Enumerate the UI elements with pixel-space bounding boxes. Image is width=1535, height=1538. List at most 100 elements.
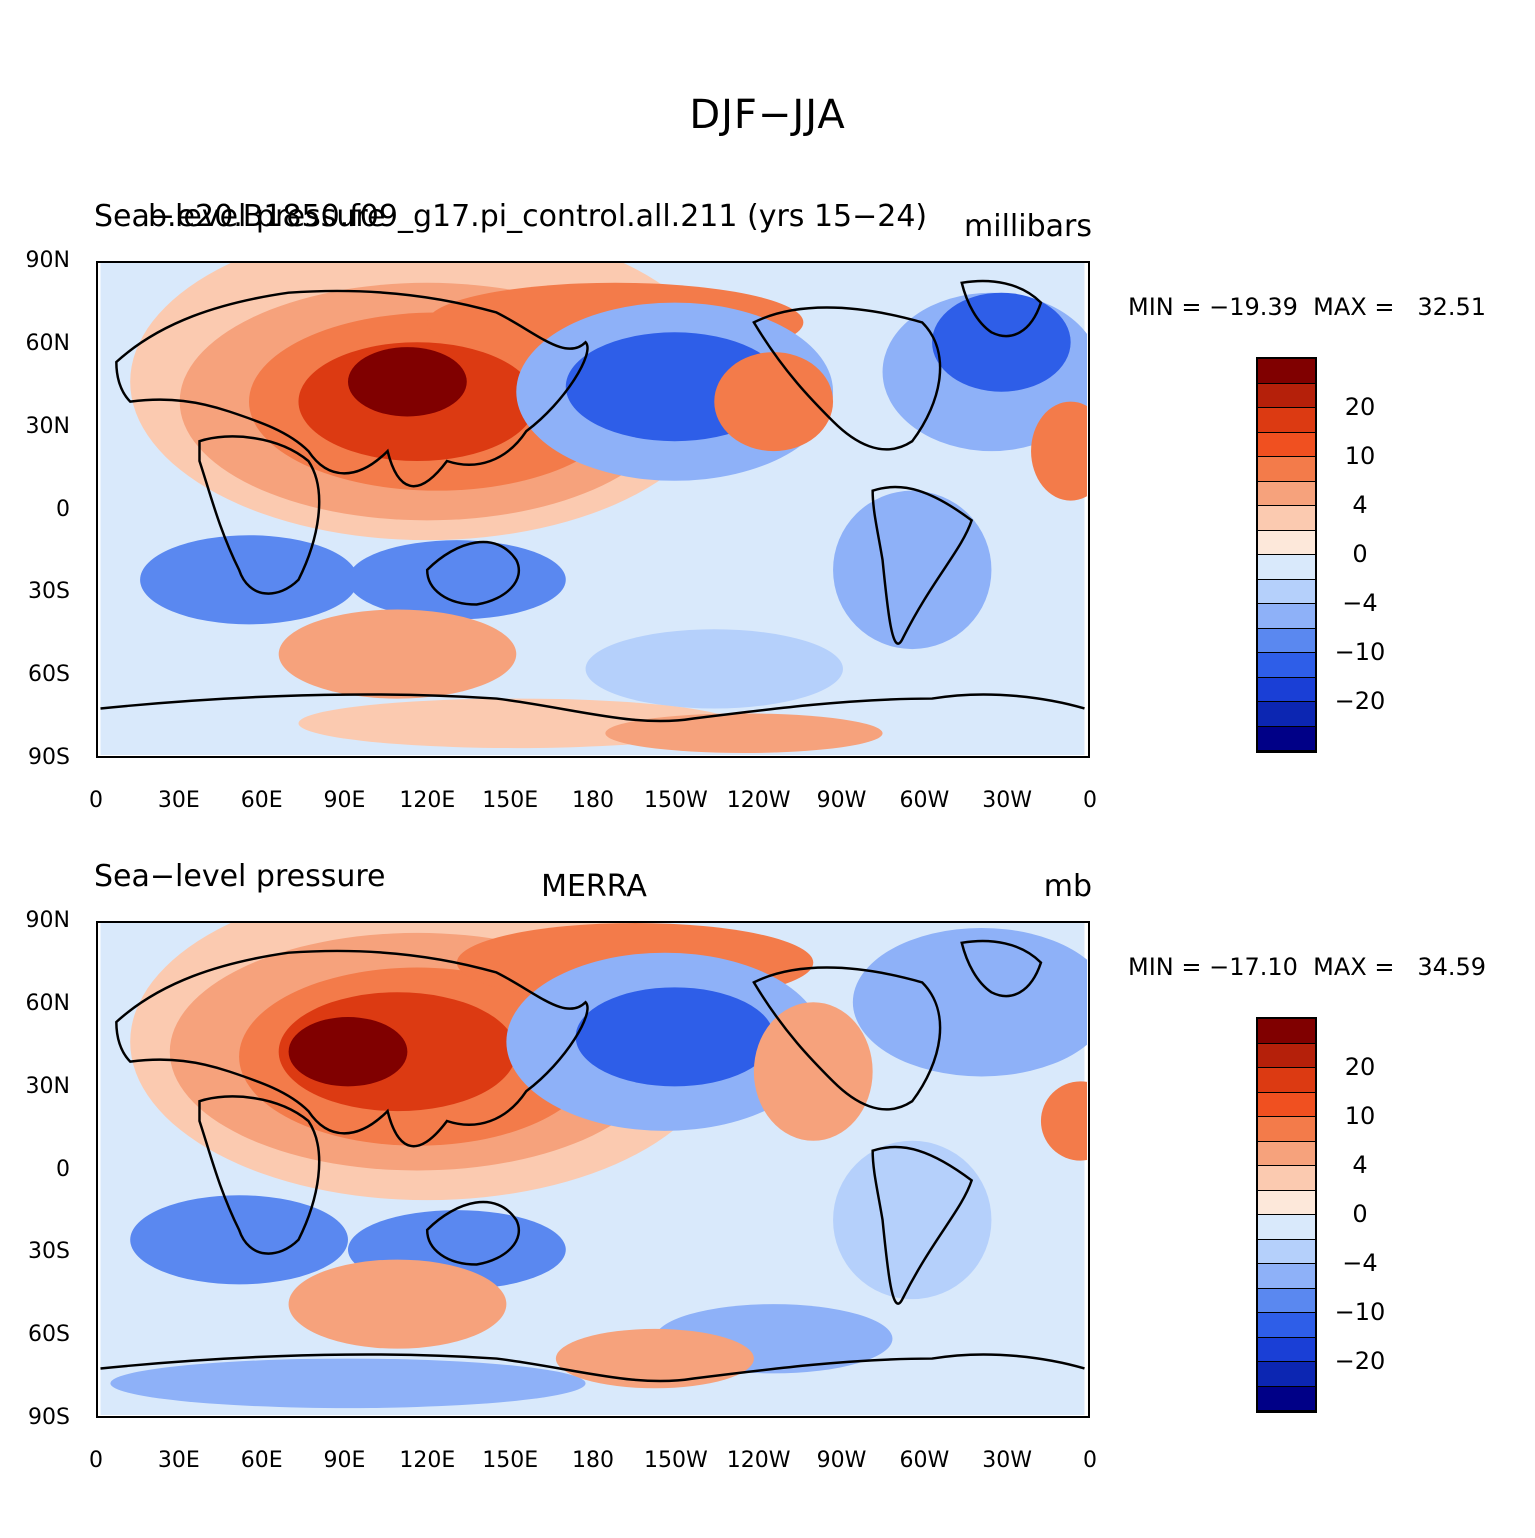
colorbar-label: 10 bbox=[1344, 1102, 1376, 1130]
colorbar-swatch bbox=[1258, 555, 1315, 580]
coastline bbox=[115, 289, 589, 488]
coastline bbox=[425, 1200, 520, 1266]
lat-tick-label: 90N bbox=[25, 908, 70, 933]
colorbar-swatch bbox=[1258, 1264, 1315, 1289]
contour-region bbox=[833, 1140, 992, 1300]
colorbar-swatch bbox=[1258, 1117, 1315, 1142]
colorbar-swatch bbox=[1258, 1337, 1315, 1362]
contour-region bbox=[555, 1328, 754, 1389]
lon-tick-label: 30W bbox=[982, 1448, 1033, 1473]
colorbar-swatch bbox=[1258, 359, 1315, 384]
lon-tick-label: 120W bbox=[726, 788, 791, 813]
panel-case-string: b.e20.B1850.f09_g17.pi_control.all.211 (… bbox=[148, 199, 928, 234]
lon-tick-label: 30W bbox=[982, 788, 1033, 813]
anomaly-field bbox=[100, 923, 1087, 1415]
colorbar-label: −10 bbox=[1334, 638, 1386, 666]
colorbar-swatch bbox=[1258, 677, 1315, 702]
lon-tick-label: 90W bbox=[816, 1448, 867, 1473]
colorbar-swatch bbox=[1258, 1362, 1315, 1387]
contour-region bbox=[753, 1002, 873, 1141]
lon-tick-label: 90W bbox=[816, 788, 867, 813]
colorbar-swatch bbox=[1258, 1215, 1315, 1240]
coastline bbox=[752, 966, 942, 1111]
lon-tick-label: 60W bbox=[899, 1448, 950, 1473]
coastline bbox=[198, 435, 321, 595]
lat-tick-label: 90N bbox=[25, 248, 70, 273]
lon-tick-label: 30E bbox=[157, 788, 200, 813]
colorbar-swatch bbox=[1258, 1141, 1315, 1166]
colorbar-swatch bbox=[1258, 628, 1315, 653]
colorbar-label: −4 bbox=[1342, 1249, 1378, 1277]
lon-tick-label: 180 bbox=[572, 1448, 614, 1473]
contour-region bbox=[288, 1017, 408, 1087]
panel-left-string: Sea−level pressure bbox=[94, 199, 386, 234]
contour-region bbox=[130, 1195, 348, 1285]
contour-region bbox=[932, 292, 1071, 392]
colorbar-label: 0 bbox=[1352, 540, 1368, 568]
lat-tick-label: 0 bbox=[56, 1156, 70, 1182]
coastline bbox=[871, 1145, 974, 1305]
colorbar-label: 4 bbox=[1352, 491, 1368, 519]
coastline bbox=[100, 693, 1085, 723]
colorbar-swatch bbox=[1258, 1386, 1315, 1411]
lon-tick-label: 60W bbox=[899, 788, 950, 813]
coastline bbox=[752, 306, 942, 451]
colorbar-swatch bbox=[1258, 408, 1315, 433]
colorbar-label: −20 bbox=[1334, 1347, 1386, 1375]
colorbar-swatch bbox=[1258, 579, 1315, 604]
lat-tick-label: 60N bbox=[25, 990, 70, 1016]
lon-tick-label: 0 bbox=[89, 1448, 103, 1473]
contour-region bbox=[1031, 401, 1087, 501]
anomaly-field bbox=[100, 263, 1087, 755]
colorbar-label: 10 bbox=[1344, 442, 1376, 470]
lon-tick-label: 60E bbox=[240, 788, 283, 813]
colorbar-swatch bbox=[1258, 1190, 1315, 1215]
colorbar-swatch bbox=[1258, 1092, 1315, 1117]
lon-tick-label: 150W bbox=[643, 1448, 708, 1473]
lon-tick-label: 150E bbox=[482, 788, 539, 813]
colorbar bbox=[1256, 357, 1317, 753]
figure-title: DJF−JJA bbox=[689, 92, 846, 138]
colorbar-swatch bbox=[1258, 1043, 1315, 1068]
coastline bbox=[100, 1353, 1085, 1383]
colorbar-label: 20 bbox=[1344, 393, 1376, 421]
lat-tick-label: 90S bbox=[28, 1405, 70, 1430]
contour-region bbox=[575, 987, 774, 1087]
contour-region bbox=[110, 1358, 586, 1409]
coastline bbox=[115, 949, 589, 1148]
colorbar-label: 0 bbox=[1352, 1200, 1368, 1228]
lat-tick-label: 90S bbox=[28, 745, 70, 770]
colorbar-swatch bbox=[1258, 1313, 1315, 1338]
lon-tick-label: 90E bbox=[323, 788, 366, 813]
min-max-readout: MIN = −19.39 MAX = 32.51 bbox=[1128, 293, 1487, 321]
colorbar-label: −4 bbox=[1342, 589, 1378, 617]
lon-tick-label: 0 bbox=[1083, 1448, 1097, 1473]
colorbar-label: −20 bbox=[1334, 687, 1386, 715]
contour-region bbox=[833, 490, 992, 650]
contour-region bbox=[714, 352, 834, 452]
colorbar-swatch bbox=[1258, 1068, 1315, 1093]
colorbar-label: 20 bbox=[1344, 1053, 1376, 1081]
contour-region bbox=[278, 609, 517, 699]
lon-tick-label: 150W bbox=[643, 788, 708, 813]
lat-tick-label: 60N bbox=[25, 330, 70, 356]
lon-tick-label: 180 bbox=[572, 788, 614, 813]
lon-tick-label: 120E bbox=[399, 1448, 456, 1473]
colorbar-label: −10 bbox=[1334, 1298, 1386, 1326]
contour-region bbox=[585, 629, 843, 709]
colorbar bbox=[1256, 1017, 1317, 1413]
lat-tick-label: 30S bbox=[28, 1239, 70, 1265]
colorbar-swatch bbox=[1258, 530, 1315, 555]
lat-tick-label: 60S bbox=[28, 662, 70, 688]
lon-tick-label: 0 bbox=[89, 788, 103, 813]
colorbar-swatch bbox=[1258, 726, 1315, 751]
coastline bbox=[960, 939, 1043, 998]
coastline bbox=[198, 1095, 321, 1255]
lat-tick-label: 30N bbox=[25, 413, 70, 439]
contour-region bbox=[1040, 1081, 1087, 1161]
colorbar-swatch bbox=[1258, 702, 1315, 727]
colorbar-swatch bbox=[1258, 653, 1315, 678]
colorbar-swatch bbox=[1258, 432, 1315, 457]
panel-center-string: MERRA bbox=[541, 869, 647, 904]
colorbar-swatch bbox=[1258, 604, 1315, 629]
